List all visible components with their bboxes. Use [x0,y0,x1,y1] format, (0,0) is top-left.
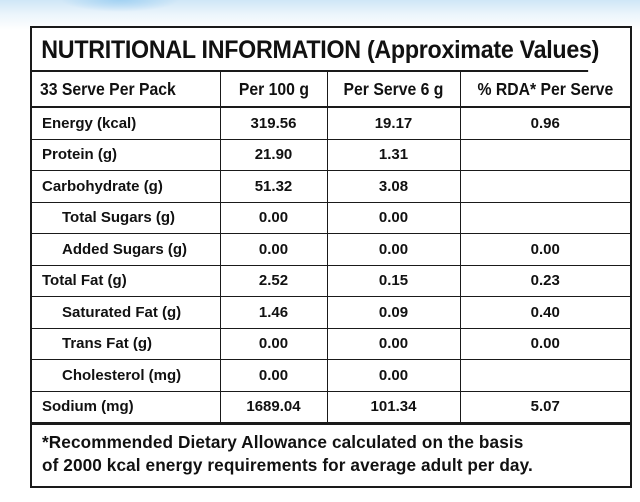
header-rda: % RDA* Per Serve [459,72,630,108]
footnote-line-1: *Recommended Dietary Allowance calculate… [42,432,524,452]
table-row: Trans Fat (g) 0.00 0.00 0.00 [32,328,630,360]
value-per-serve: 0.00 [326,233,461,266]
value-rda: 0.96 [459,107,630,140]
value-rda [459,359,630,392]
value-per-serve: 0.00 [326,328,461,360]
value-per-serve: 19.17 [326,107,461,140]
nutrient-name: Saturated Fat (g) [32,296,221,329]
table-row: Added Sugars (g) 0.00 0.00 0.00 [32,233,630,266]
value-per-100g: 21.90 [219,139,328,171]
value-rda: 0.00 [459,233,630,266]
header-per-100g: Per 100 g [219,72,328,108]
table-row: Sodium (mg) 1689.04 101.34 5.07 [32,391,630,423]
footnote-line-2: of 2000 kcal energy requirements for ave… [42,455,533,475]
value-per-100g: 0.00 [219,202,328,234]
value-rda: 0.40 [459,296,630,329]
table-row: Saturated Fat (g) 1.46 0.09 0.40 [32,296,630,329]
header-serves-per-pack: 33 Serve Per Pack [32,72,221,108]
nutrition-panel: NUTRITIONAL INFORMATION (Approximate Val… [30,26,632,488]
table-row: Energy (kcal) 319.56 19.17 0.96 [32,107,630,140]
nutrient-name: Carbohydrate (g) [32,170,221,203]
value-per-serve: 1.31 [326,139,461,171]
value-per-100g: 319.56 [219,107,328,140]
value-per-100g: 1689.04 [219,391,328,423]
value-per-serve: 101.34 [326,391,461,423]
header-row: 33 Serve Per Pack Per 100 g Per Serve 6 … [32,72,630,108]
table-row: Carbohydrate (g) 51.32 3.08 [32,170,630,203]
background-glow [60,0,180,12]
nutrition-table: 33 Serve Per Pack Per 100 g Per Serve 6 … [32,72,630,423]
table-row: Total Sugars (g) 0.00 0.00 [32,202,630,234]
value-rda [459,202,630,234]
value-per-100g: 0.00 [219,359,328,392]
value-per-serve: 0.00 [326,202,461,234]
value-rda [459,170,630,203]
table-row: Protein (g) 21.90 1.31 [32,139,630,171]
value-per-serve: 0.15 [326,265,461,297]
nutrient-name: Cholesterol (mg) [32,359,221,392]
value-per-100g: 51.32 [219,170,328,203]
nutrient-name: Protein (g) [32,139,221,171]
footnote: *Recommended Dietary Allowance calculate… [32,423,630,477]
table-row: Cholesterol (mg) 0.00 0.00 [32,359,630,392]
value-per-100g: 0.00 [219,233,328,266]
nutrient-name: Sodium (mg) [32,391,221,423]
nutrient-name: Total Fat (g) [32,265,221,297]
panel-title: NUTRITIONAL INFORMATION (Approximate Val… [32,28,599,72]
nutrient-name: Added Sugars (g) [32,233,221,266]
value-rda [459,139,630,171]
nutrient-name: Total Sugars (g) [32,202,221,234]
nutrient-name: Energy (kcal) [32,107,221,140]
table-row: Total Fat (g) 2.52 0.15 0.23 [32,265,630,297]
value-rda: 5.07 [459,391,630,423]
value-per-serve: 0.09 [326,296,461,329]
value-per-100g: 0.00 [219,328,328,360]
nutrient-name: Trans Fat (g) [32,328,221,360]
value-per-100g: 2.52 [219,265,328,297]
value-rda: 0.00 [459,328,630,360]
header-per-serve: Per Serve 6 g [326,72,461,108]
value-per-100g: 1.46 [219,296,328,329]
value-per-serve: 3.08 [326,170,461,203]
value-per-serve: 0.00 [326,359,461,392]
value-rda: 0.23 [459,265,630,297]
